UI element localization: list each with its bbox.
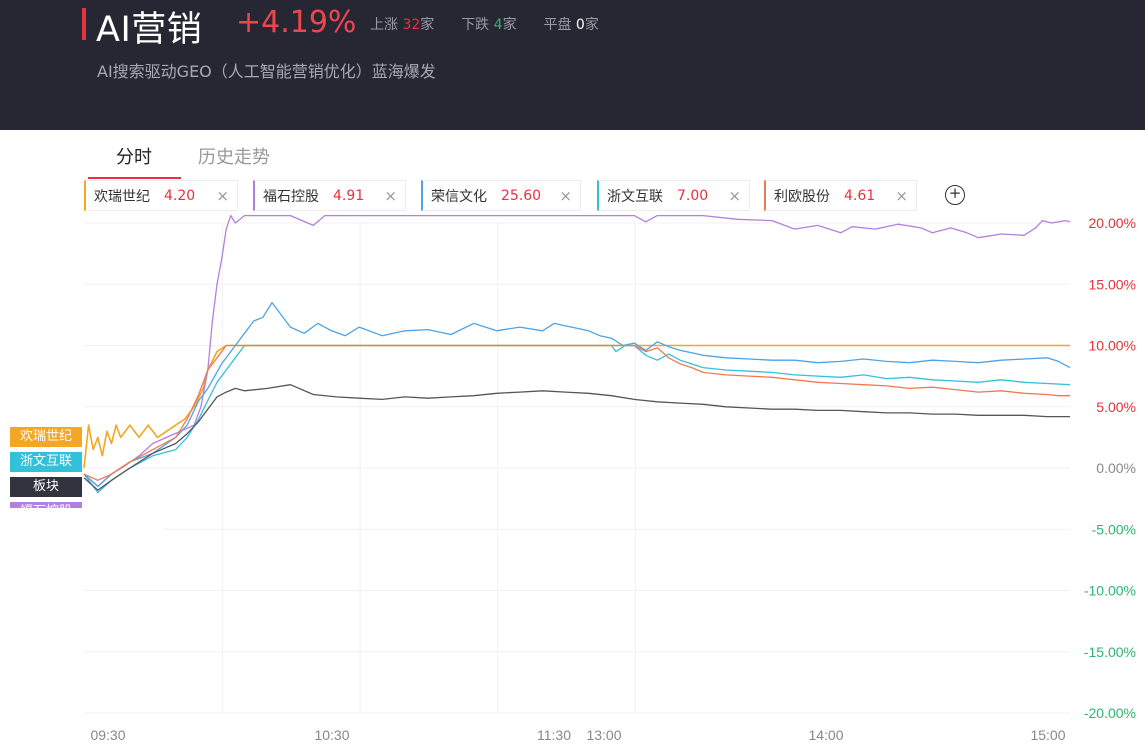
y-tick-label: 15.00% <box>1089 276 1136 292</box>
y-tick-label: 20.00% <box>1089 215 1136 231</box>
chip-stock[interactable]: 福石控股 4.91 × <box>253 180 406 211</box>
flat-label: 平盘 <box>543 17 572 33</box>
y-tick-label: -5.00% <box>1092 521 1136 537</box>
close-icon[interactable]: × <box>895 187 908 205</box>
series-line <box>83 384 1070 491</box>
chip-stock-name: 荣信文化 <box>431 188 487 205</box>
add-stock-icon[interactable]: + <box>945 185 965 205</box>
chip-stock-value: 4.20 <box>164 187 196 204</box>
chip-stock-value: 7.00 <box>677 187 709 204</box>
x-tick-label: 11:30 <box>537 727 571 743</box>
down-count: 4 <box>493 17 503 33</box>
flat-count: 0 <box>575 17 585 33</box>
chip-stock[interactable]: 浙文互联 7.00 × <box>597 180 750 211</box>
tab-history[interactable]: 历史走势 <box>198 147 270 168</box>
sector-header: AI营销 +4.19% 上涨 32家 下跌 4家 平盘 0家 AI搜索驱动GEO… <box>0 0 1145 130</box>
chip-stock-name: 欢瑞世纪 <box>94 188 150 205</box>
x-tick-label: 09:30 <box>90 727 125 743</box>
x-tick-label: 15:00 <box>1030 727 1065 743</box>
chip-stock-value: 25.60 <box>501 187 542 204</box>
breadth-stats: 上涨 32家 下跌 4家 平盘 0家 <box>370 14 599 34</box>
flat-unit: 家 <box>584 17 599 33</box>
y-tick-label: 5.00% <box>1096 399 1136 415</box>
intraday-chart: 20.00% 15.00% 10.00% 5.00% 0.00% -5.00% -10.00… <box>83 214 1136 743</box>
chip-stock[interactable]: 荣信文化 25.60 × <box>421 180 581 211</box>
y-tick-label: -10.00% <box>1084 583 1136 599</box>
up-count: 32 <box>402 17 421 33</box>
series-line <box>83 301 1071 488</box>
down-label: 下跌 <box>461 17 490 33</box>
series-line <box>83 214 1071 488</box>
chip-stock-name: 浙文互联 <box>607 188 663 205</box>
close-icon[interactable]: × <box>384 187 397 205</box>
chart-tabs: 分时 历史走势 <box>0 130 1145 179</box>
y-tick-label: 10.00% <box>1089 338 1136 354</box>
close-icon[interactable]: × <box>216 187 229 205</box>
y-tick-label: -15.00% <box>1084 644 1136 660</box>
chip-stock-value: 4.91 <box>333 187 365 204</box>
chip-stock-name: 利欧股份 <box>774 188 830 205</box>
chip-stock[interactable]: 利欧股份 4.61 × <box>764 180 917 211</box>
legend-label: 板块 <box>10 477 82 497</box>
chip-stock[interactable]: 欢瑞世纪 4.20 × <box>84 180 238 211</box>
chip-stock-name: 福石控股 <box>263 188 319 205</box>
up-label: 上涨 <box>370 17 398 33</box>
tab-intraday[interactable]: 分时 <box>116 147 152 168</box>
series-line <box>83 344 1071 494</box>
legend-label: 浙文互联 <box>10 452 82 472</box>
sector-title: AI营销 <box>96 10 203 50</box>
close-icon[interactable]: × <box>728 187 741 205</box>
sector-subtitle: AI搜索驱动GEO（人工智能营销优化）蓝海爆发 <box>97 62 436 81</box>
x-tick-label: 13:00 <box>586 727 621 743</box>
x-tick-label: 14:00 <box>808 727 843 743</box>
close-icon[interactable]: × <box>559 187 572 205</box>
title-accent-bar <box>82 8 86 40</box>
y-tick-label: 0.00% <box>1096 460 1136 476</box>
series-line <box>83 344 1070 481</box>
y-tick-label: -20.00% <box>1084 705 1136 721</box>
chip-stock-value: 4.61 <box>844 187 876 204</box>
x-tick-label: 10:30 <box>314 727 349 743</box>
down-unit: 家 <box>502 17 517 33</box>
legend-label: 欢瑞世纪 <box>10 427 82 447</box>
tooltip-overlay <box>9 508 163 588</box>
up-unit: 家 <box>420 17 435 33</box>
tab-active-indicator <box>88 177 181 179</box>
sector-change-pct: +4.19% <box>236 5 357 40</box>
